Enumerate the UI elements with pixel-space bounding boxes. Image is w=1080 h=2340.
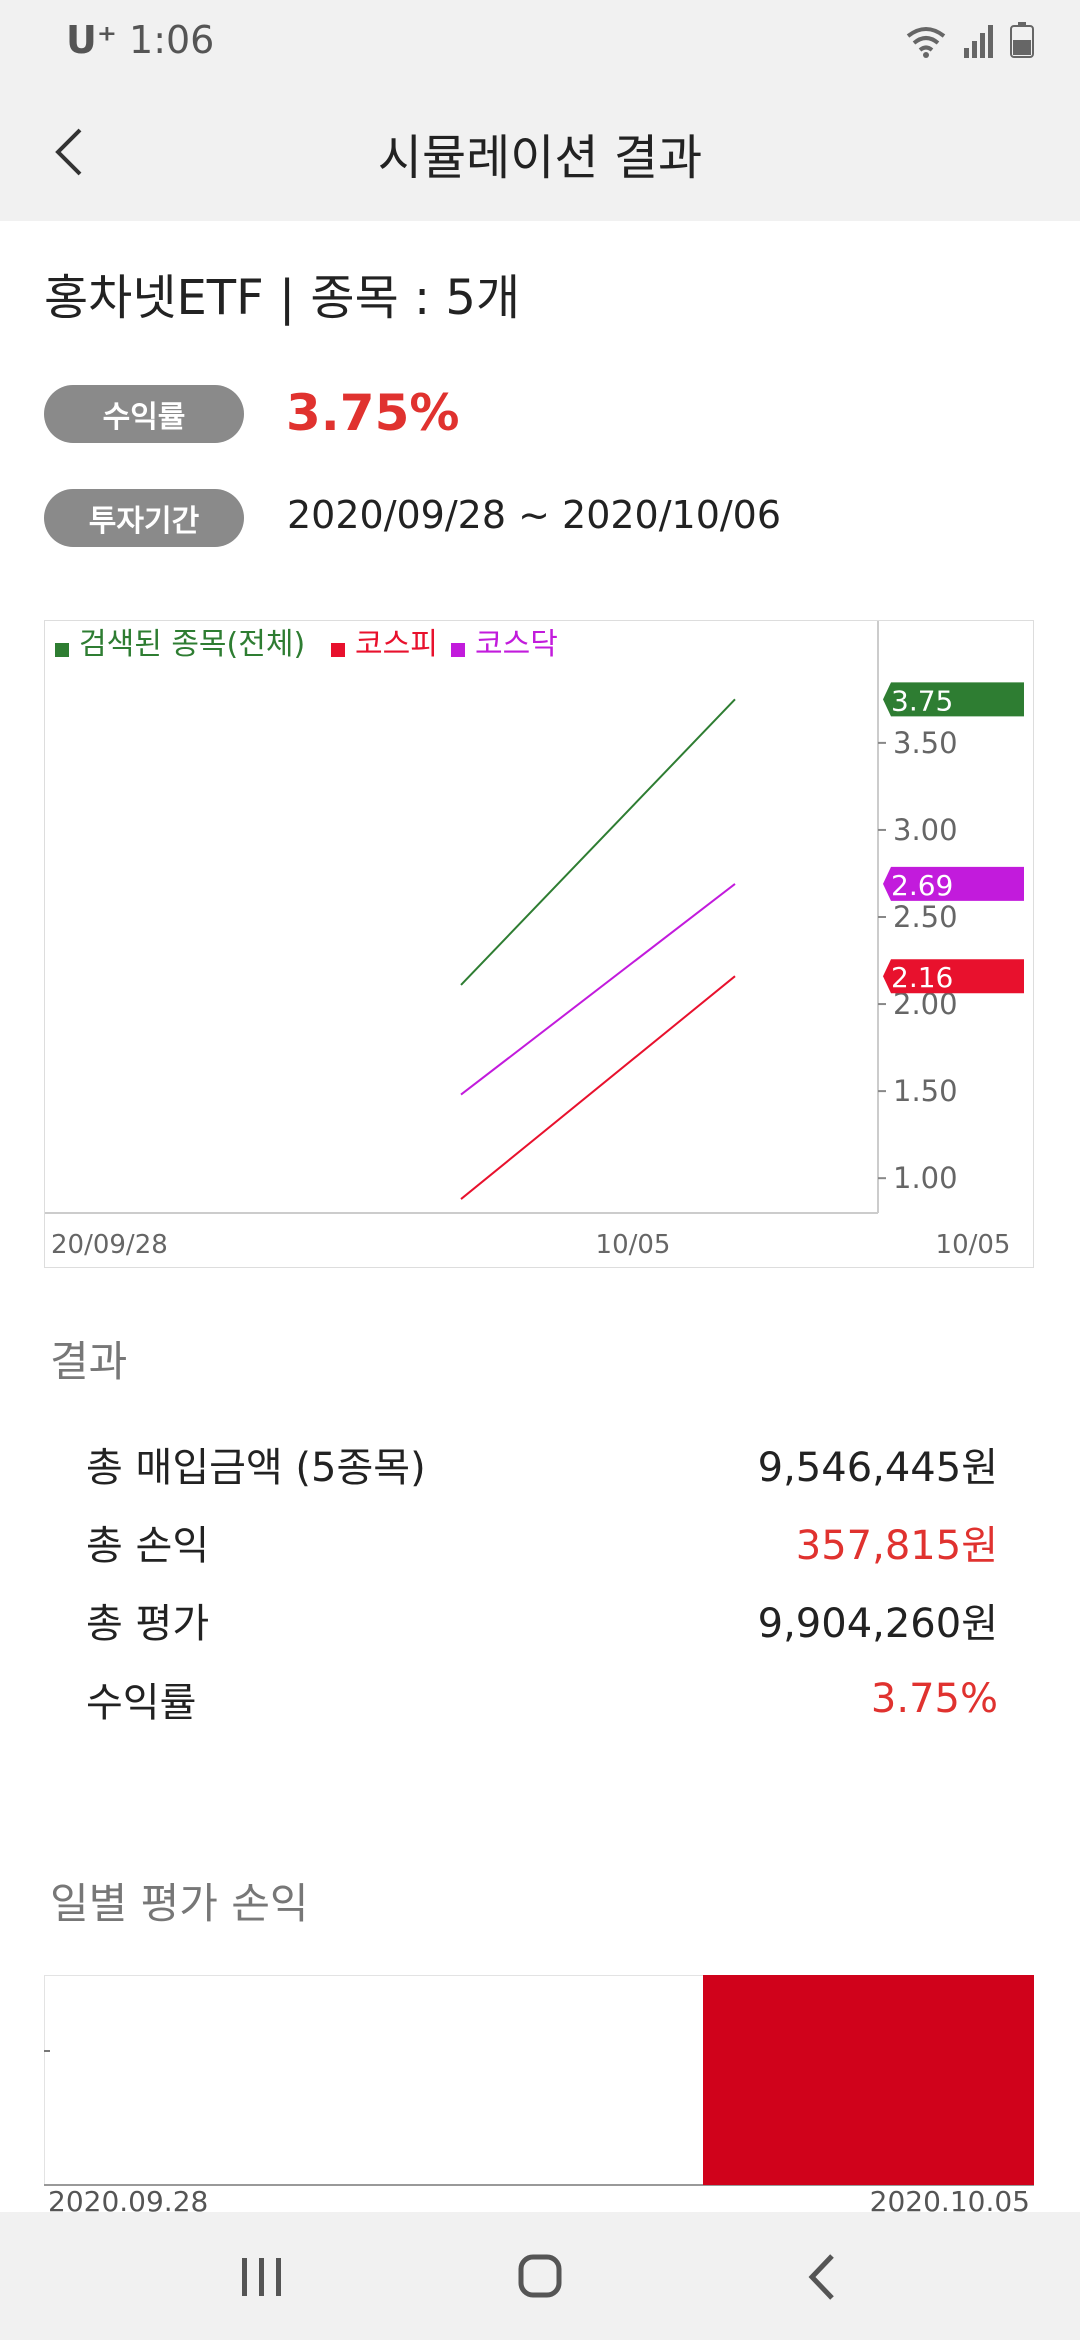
result-value: 9,904,260원: [757, 1601, 998, 1647]
y-tick-label: 1.50: [893, 1074, 958, 1108]
last-value-label: 3.75: [891, 684, 953, 717]
wifi-icon: [906, 27, 946, 58]
recent-apps-button[interactable]: [222, 2242, 302, 2312]
x-tick-label: 10/05: [936, 1230, 1011, 1260]
x-tick-label: 20/09/28: [51, 1230, 168, 1260]
series-line: [460, 698, 736, 986]
line-chart-svg: 검색된 종목(전체) 코스피 코스닥 1.001.502.002.503.003.5…: [45, 621, 1024, 1260]
result-label: 총 매입금액 (5종목): [86, 1445, 426, 1491]
daily-section-title: 일별 평가 손익: [50, 1879, 309, 1928]
bar-x-tick-label: 2020.10.05: [870, 2185, 1030, 2212]
legend-label: 검색된 종목(전체): [79, 627, 305, 662]
result-value: 3.75%: [870, 1676, 998, 1722]
daily-pl-bar: [703, 1975, 1034, 2185]
period-label-badge: 투자기간: [44, 489, 244, 547]
return-label-badge: 수익률: [44, 385, 244, 443]
result-row-total-profit: 총 손익 357,815원: [86, 1512, 998, 1572]
results-section-title: 결과: [50, 1337, 128, 1386]
return-value: 3.75%: [286, 384, 460, 442]
x-tick-label: 10/05: [596, 1230, 671, 1260]
result-value: 357,815원: [795, 1523, 998, 1569]
legend-label: 코스닥: [475, 627, 558, 662]
result-label: 총 손익: [86, 1523, 210, 1569]
status-bar: U⁺ 1:06: [0, 0, 1080, 84]
last-value-badge: [883, 959, 1024, 994]
period-value: 2020/09/28 ~ 2020/10/06: [287, 493, 782, 537]
home-icon: [518, 2254, 562, 2298]
y-tick-label: 2.50: [893, 900, 958, 934]
chevron-left-icon: [55, 128, 82, 176]
result-label: 총 평가: [86, 1601, 210, 1647]
result-row-total-purchase: 총 매입금액 (5종목) 9,546,445원: [86, 1434, 998, 1494]
last-value-label: 2.69: [891, 869, 953, 902]
system-nav-bar: [0, 2212, 1080, 2340]
last-value-label: 2.16: [891, 961, 953, 994]
result-value: 9,546,445원: [757, 1445, 998, 1491]
y-tick-label: 1.00: [893, 1161, 958, 1195]
bar-x-tick-label: 2020.09.28: [48, 2185, 208, 2212]
legend-swatch: [451, 643, 465, 657]
home-button[interactable]: [500, 2242, 580, 2312]
last-value-badge: [883, 866, 1024, 901]
back-button[interactable]: [42, 122, 102, 182]
status-carrier: U⁺ 1:06: [66, 18, 214, 62]
nav-back-button[interactable]: [782, 2242, 862, 2312]
last-value-badge: [883, 682, 1024, 717]
portfolio-headline: 홍차넷ETF | 종목 : 5개: [44, 270, 521, 326]
status-time: 1:06: [129, 18, 215, 62]
return-comparison-chart: 검색된 종목(전체) 코스피 코스닥 1.00 1.50 2.00 2.50 3.00 3.5…: [44, 620, 1034, 1268]
legend-swatch: [55, 643, 69, 657]
page-title: 시뮬레이션 결과: [377, 130, 703, 186]
signal-icon: [964, 25, 993, 58]
result-row-total-valuation: 총 평가 9,904,260원: [86, 1590, 998, 1650]
status-icons: [904, 22, 1034, 58]
carrier-label: U⁺: [66, 18, 117, 62]
legend-label: 코스피: [355, 627, 438, 662]
result-row-return-rate: 수익률 3.75%: [86, 1669, 998, 1729]
daily-pl-chart: 2020.09.28 2020.10.05: [44, 1975, 1034, 2212]
series-line: [460, 883, 736, 1096]
y-tick-label: 3.00: [893, 813, 958, 847]
app-bar: 시뮬레이션 결과: [0, 84, 1080, 221]
recent-apps-icon: [242, 2258, 281, 2296]
legend-swatch: [331, 643, 345, 657]
battery-icon: [1010, 22, 1034, 58]
y-tick-label: 3.50: [893, 726, 958, 760]
series-line: [460, 975, 736, 1200]
result-label: 수익률: [86, 1680, 197, 1726]
back-icon: [808, 2254, 834, 2300]
